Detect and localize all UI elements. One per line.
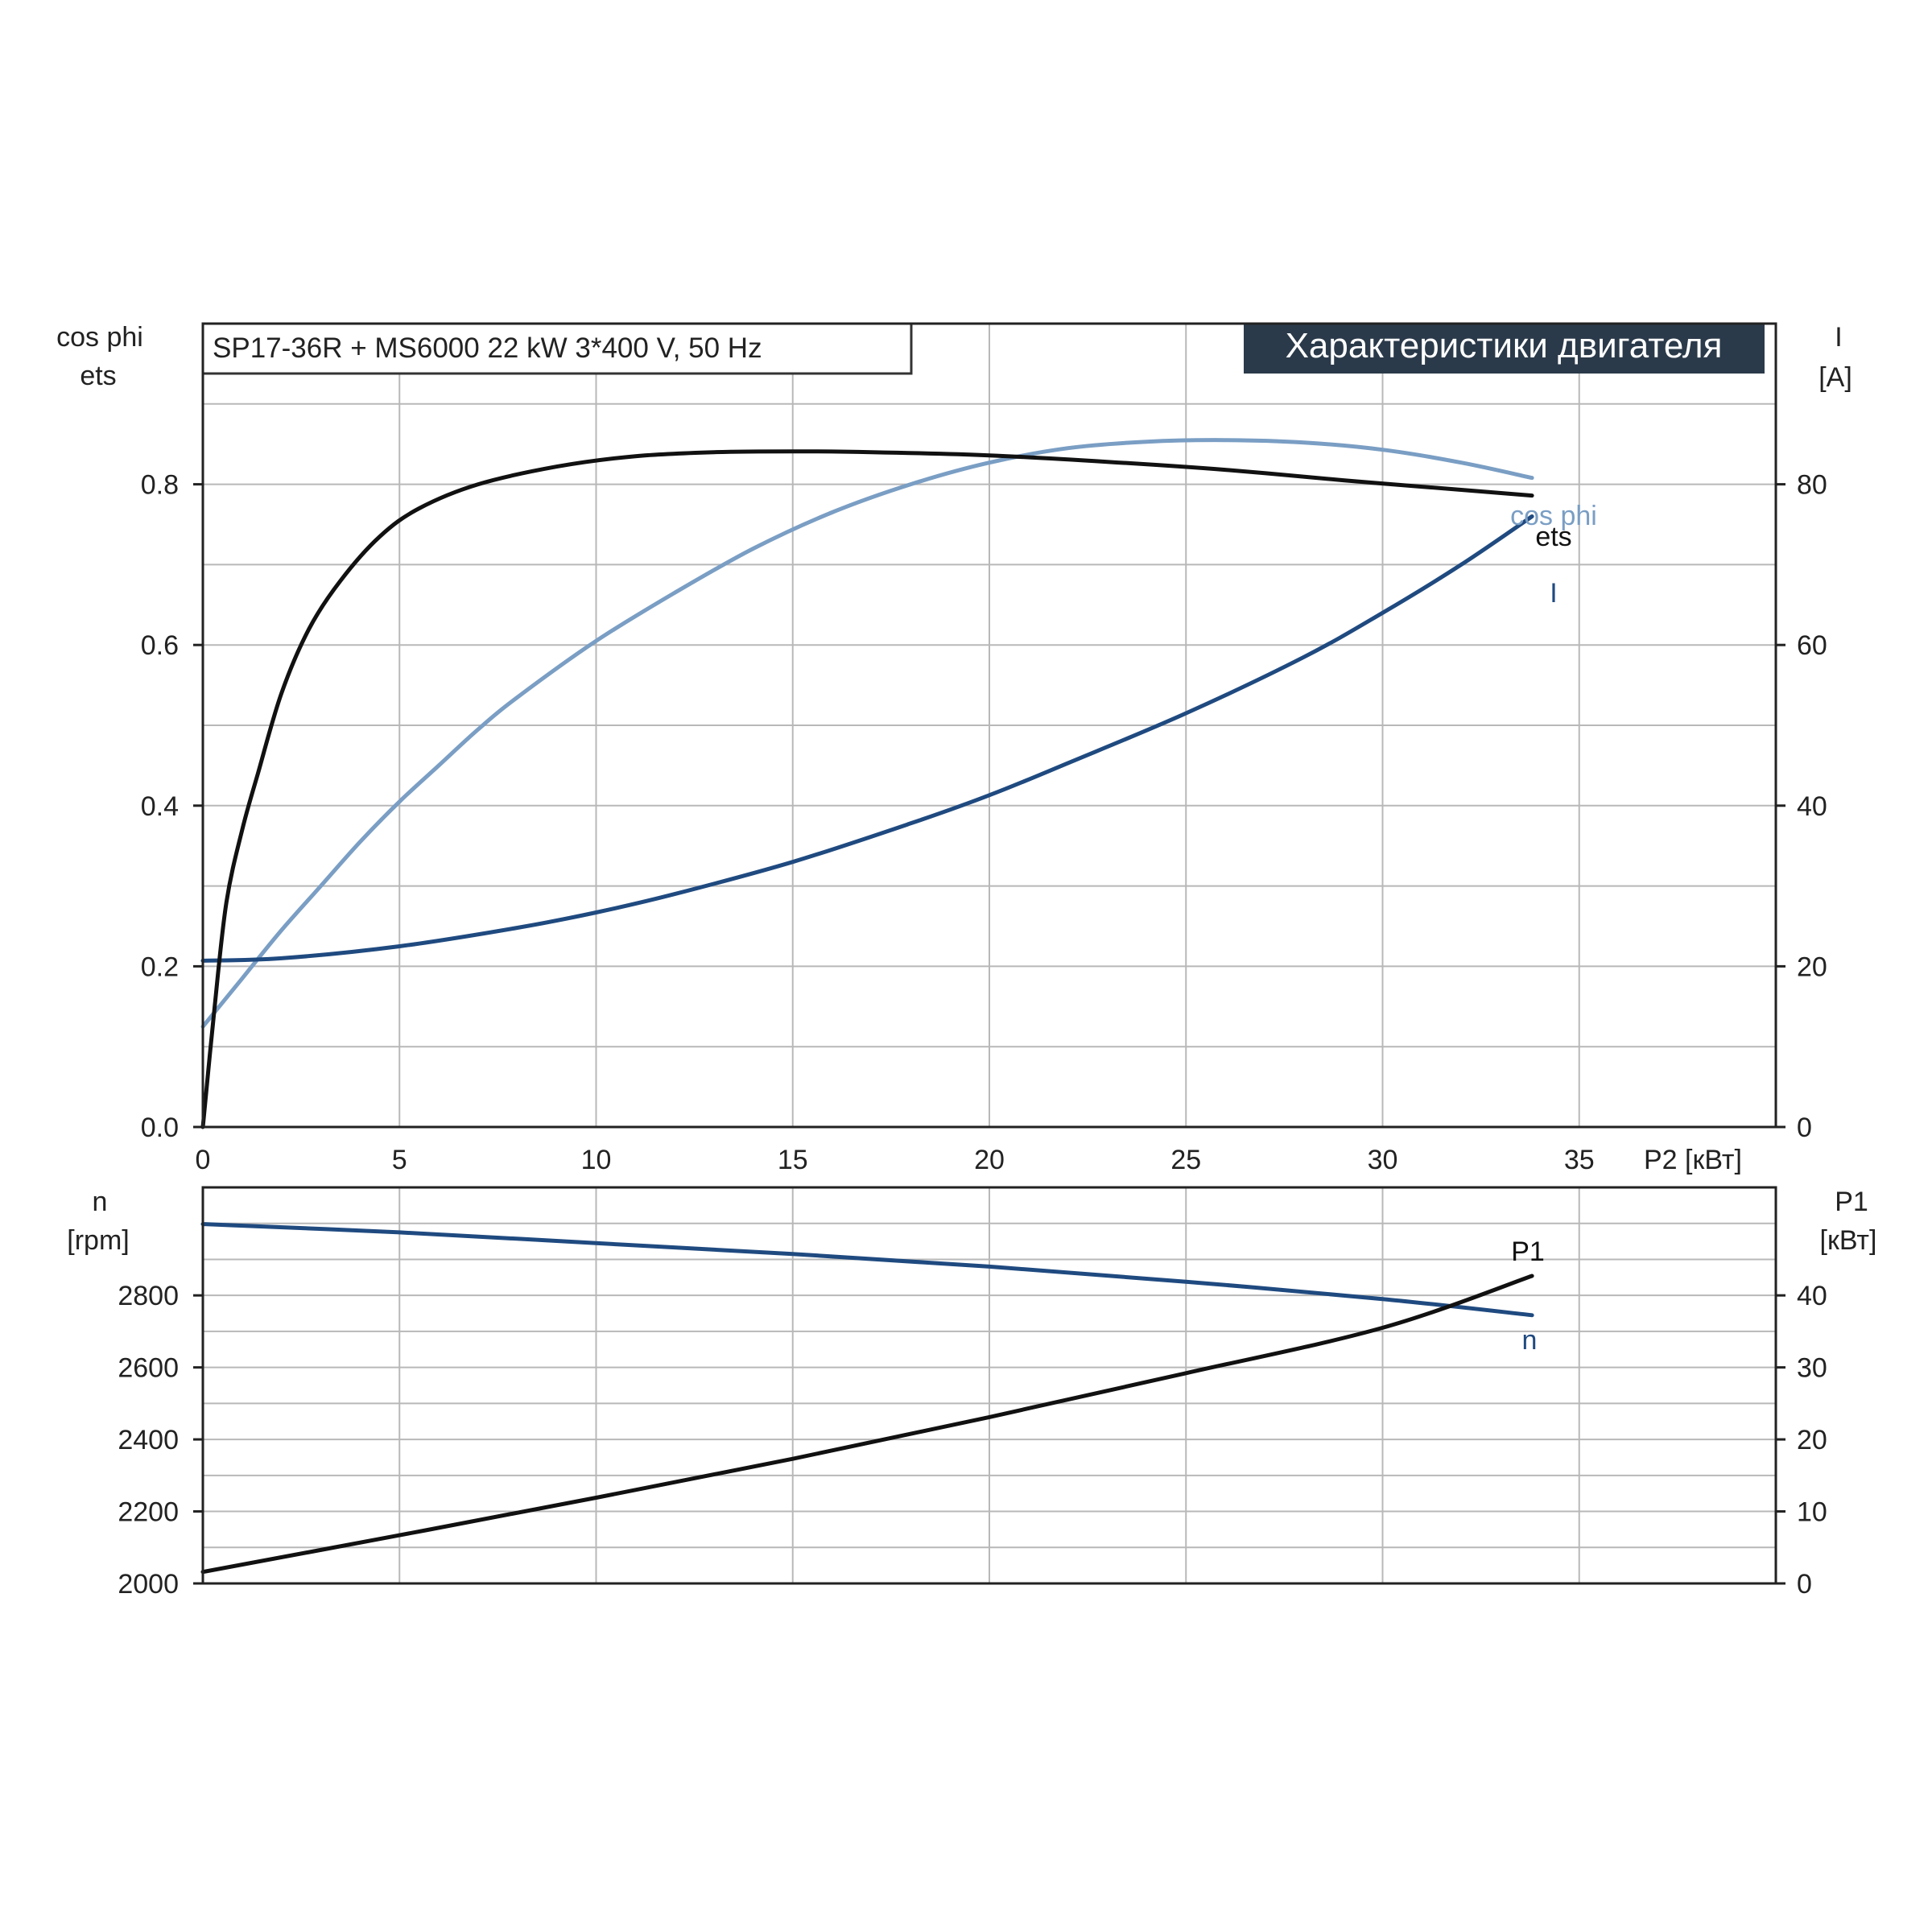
top-plot-grid [203, 324, 1776, 1127]
p1-curve-label: P1 [1511, 1236, 1545, 1267]
x-tick-label: 5 [392, 1145, 407, 1175]
x-axis-label: P2 [кВт] [1644, 1145, 1742, 1175]
tick-labels: 0 5 10 15 20 25 30 35 0.0 0.2 0.4 0.6 0.8 0 20 40 60 80 20… [118, 470, 1827, 1600]
top-plot-frame [201, 322, 1777, 1129]
n-tick-label: 2000 [118, 1569, 179, 1600]
p1-tick-label: 30 [1797, 1353, 1827, 1384]
x-tick-label: 30 [1368, 1145, 1398, 1175]
x-tick-label: 25 [1170, 1145, 1201, 1175]
cosphi-curve-label: cos phi [1510, 501, 1597, 531]
bottom-plot-frame [201, 1186, 1777, 1585]
cosphi-series-line [200, 438, 1534, 1029]
title-banner [1244, 324, 1765, 374]
ets-series-line [200, 449, 1534, 1129]
x-tick-label: 15 [778, 1145, 808, 1175]
bottom-plot-grid [203, 1187, 1776, 1583]
x-tick-label: 20 [974, 1145, 1005, 1175]
n-tick-label: 2800 [118, 1281, 179, 1311]
y-left-tick-label: 0.2 [141, 952, 179, 982]
y-left-tick-label: 0.4 [141, 791, 179, 822]
n-tick-label: 2200 [118, 1497, 179, 1528]
ets-curve-label: ets [1535, 522, 1571, 552]
y-right-tick-label: 80 [1797, 470, 1827, 501]
y-left-tick-label: 0.6 [141, 630, 179, 661]
y-right-tick-label: 20 [1797, 952, 1827, 982]
y-right-unit-kw: [кВт] [1820, 1225, 1877, 1256]
current-series-line [200, 514, 1534, 963]
y-right-unit-current: [A] [1818, 362, 1852, 393]
y-right-label-current: I [1835, 322, 1842, 353]
current-curve-label: I [1550, 578, 1557, 609]
chart-subtitle: SP17-36R + MS6000 22 kW 3*400 V, 50 Hz [213, 332, 762, 364]
p1-tick-label: 20 [1797, 1425, 1827, 1455]
x-tick-label: 35 [1564, 1145, 1595, 1175]
x-tick-label: 10 [581, 1145, 612, 1175]
y-left-tick-label: 0.0 [141, 1113, 179, 1143]
y-left-tick-label: 0.8 [141, 470, 179, 501]
n-tick-label: 2400 [118, 1425, 179, 1455]
n-tick-label: 2600 [118, 1353, 179, 1384]
y-left-label-cosphi: cos phi [56, 322, 143, 353]
y-left-label-ets: ets [80, 361, 116, 391]
y-right-tick-label: 40 [1797, 791, 1827, 822]
y-right-tick-label: 0 [1797, 1113, 1812, 1143]
y-right-label-p1: P1 [1835, 1187, 1868, 1217]
data-series [200, 438, 1534, 1575]
chart-title: Характеристики двигателя [1286, 326, 1723, 365]
speed-n-series-line [200, 1222, 1534, 1318]
y-left-unit-rpm: [rpm] [67, 1225, 129, 1256]
n-curve-label: n [1522, 1325, 1538, 1356]
p1-tick-label: 0 [1797, 1569, 1812, 1600]
y-right-tick-label: 60 [1797, 630, 1827, 661]
p1-tick-label: 10 [1797, 1497, 1827, 1528]
x-tick-label: 0 [196, 1145, 211, 1175]
p1-series-line [200, 1274, 1534, 1575]
y-left-label-n: n [93, 1187, 108, 1217]
p1-tick-label: 40 [1797, 1281, 1827, 1311]
